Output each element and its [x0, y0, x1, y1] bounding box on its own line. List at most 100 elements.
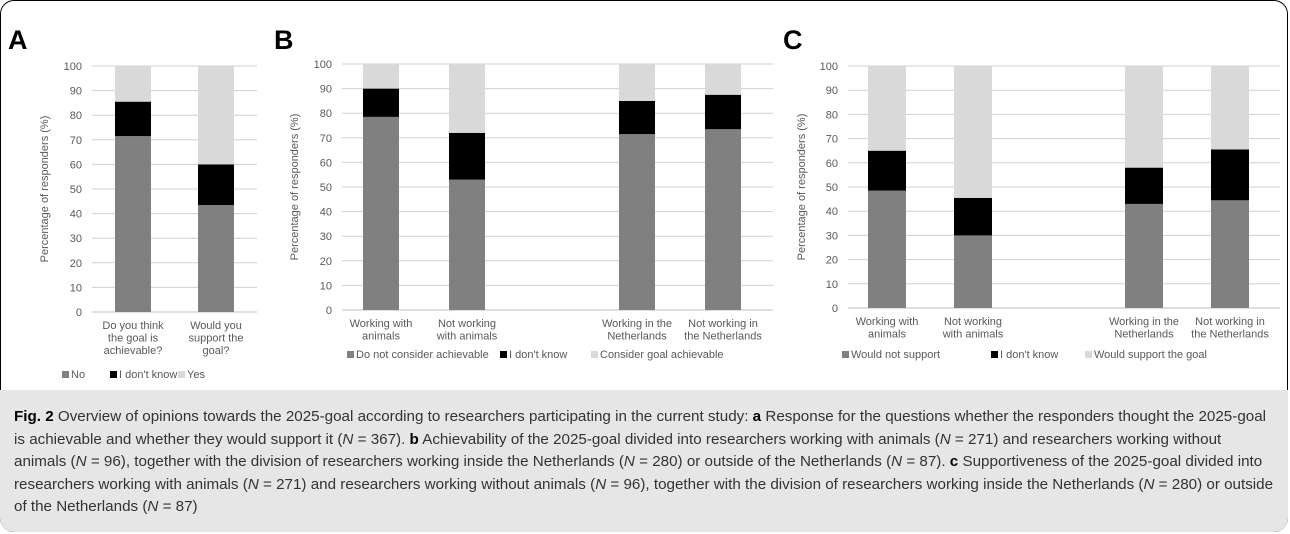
x-category-label: Not working — [438, 318, 496, 330]
legend-swatch — [1085, 351, 1092, 358]
y-tick-label: 10 — [320, 280, 332, 292]
caption-segment: = 87) — [158, 498, 198, 515]
y-axis-label: Percentage of responders (%) — [39, 116, 51, 263]
y-tick-label: 40 — [320, 207, 332, 219]
bar-segment — [1125, 203, 1163, 308]
y-tick-label: 30 — [70, 233, 82, 245]
x-category-label: Would you — [190, 320, 242, 332]
caption-segment: = 96), together with the division of res… — [86, 453, 624, 470]
y-tick-label: 100 — [314, 59, 332, 71]
y-tick-label: 100 — [820, 61, 838, 73]
caption-segment: b — [409, 430, 419, 448]
x-category-label: Not working in — [688, 318, 758, 330]
caption-segment: Supportiveness of the 2025-goal divided … — [14, 453, 1263, 493]
caption-segment: = 87). — [902, 453, 950, 470]
legend-swatch — [591, 351, 598, 358]
caption-segment: N — [75, 453, 87, 470]
y-tick-label: 40 — [826, 206, 838, 218]
panel-label: B — [274, 25, 294, 55]
y-tick-label: 50 — [320, 182, 332, 194]
caption-segment: = 367). — [353, 430, 410, 448]
caption-segment: a — [752, 408, 762, 425]
legend-swatch — [991, 351, 998, 358]
y-tick-label: 90 — [826, 85, 838, 97]
y-tick-label: 0 — [326, 305, 332, 317]
bar-segment — [363, 64, 399, 89]
bar-segment — [868, 190, 906, 308]
bar-segment — [868, 66, 906, 151]
bar-segment — [1125, 66, 1163, 168]
bar-segment — [619, 64, 655, 101]
caption-segment: N — [1143, 475, 1155, 493]
x-category-label: with animals — [942, 329, 1004, 341]
bar-segment — [619, 100, 655, 135]
x-category-label: support the — [188, 333, 243, 345]
legend-label: Consider goal achievable — [600, 349, 724, 361]
y-tick-label: 40 — [70, 209, 82, 221]
caption-segment: = 280) or outside of the Netherlands ( — [634, 453, 892, 470]
x-category-label: Not working in — [1195, 316, 1265, 328]
y-tick-label: 10 — [70, 282, 82, 294]
y-tick-label: 60 — [320, 157, 332, 169]
bar-segment — [198, 204, 234, 312]
y-tick-label: 20 — [320, 256, 332, 268]
legend-label: Would not support — [851, 349, 940, 361]
bar-segment — [449, 64, 485, 133]
y-tick-label: 30 — [826, 230, 838, 242]
x-category-label: animals — [868, 329, 906, 341]
x-category-label: Not working — [944, 316, 1002, 328]
legend-label: Would support the goal — [1094, 349, 1207, 361]
legend-swatch — [347, 351, 354, 358]
legend-label: I don't know — [1000, 349, 1058, 361]
y-tick-label: 60 — [70, 159, 82, 171]
y-tick-label: 60 — [826, 158, 838, 170]
x-category-label: goal? — [203, 345, 230, 357]
x-category-label: Do you think — [102, 320, 164, 332]
y-axis-label: Percentage of responders (%) — [796, 114, 808, 261]
x-category-label: Working in the — [602, 318, 672, 330]
legend-swatch — [62, 371, 69, 378]
x-category-label: the Netherlands — [684, 331, 762, 343]
y-tick-label: 50 — [826, 182, 838, 194]
caption-segment: = 271) and researchers working without a… — [258, 475, 596, 493]
bar-segment — [705, 64, 741, 95]
bar-segment — [449, 179, 485, 310]
caption-segment: = 271) and researchers working without a… — [14, 430, 1222, 471]
y-tick-label: 90 — [70, 86, 82, 98]
bar-segment — [705, 94, 741, 130]
caption-segment: = 96), together with the division of res… — [606, 475, 1144, 493]
bar-segment — [115, 66, 151, 102]
bar-segment — [363, 88, 399, 117]
x-category-label: the Netherlands — [1191, 329, 1269, 341]
y-tick-label: 70 — [320, 133, 332, 145]
bar-segment — [705, 129, 741, 310]
caption-segment: N — [891, 453, 903, 470]
bar-segment — [115, 101, 151, 137]
figure-caption: Fig. 2 Overview of opinions towards the … — [14, 406, 1276, 519]
x-category-label: Working with — [856, 316, 919, 328]
caption-body: Overview of opinions towards the 2025-go… — [14, 408, 1273, 515]
x-category-label: with animals — [436, 331, 498, 343]
caption-segment: N — [595, 475, 607, 493]
y-tick-label: 80 — [320, 108, 332, 120]
legend-swatch — [110, 371, 117, 378]
caption-segment: N — [247, 475, 259, 493]
legend-label: I don't know — [509, 349, 567, 361]
y-tick-label: 70 — [826, 134, 838, 146]
y-tick-label: 100 — [64, 61, 82, 73]
bar-segment — [1211, 149, 1249, 201]
y-tick-label: 20 — [826, 255, 838, 267]
caption-segment: Overview of opinions towards the 2025-go… — [53, 408, 753, 425]
y-tick-label: 30 — [320, 231, 332, 243]
bar-segment — [1211, 200, 1249, 308]
x-category-label: Netherlands — [1114, 329, 1174, 341]
bar-segment — [619, 134, 655, 310]
bar-segment — [198, 66, 234, 165]
legend-swatch — [178, 371, 185, 378]
bar-segment — [198, 164, 234, 205]
bar-segment — [1211, 66, 1249, 150]
bar-segment — [868, 150, 906, 191]
x-category-label: the goal is — [108, 333, 159, 345]
caption-segment: = 280) or outside of the Netherlands ( — [14, 475, 1274, 516]
